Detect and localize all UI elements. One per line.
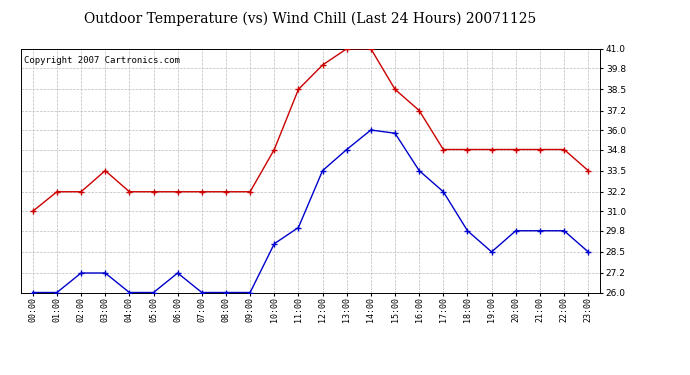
Text: Outdoor Temperature (vs) Wind Chill (Last 24 Hours) 20071125: Outdoor Temperature (vs) Wind Chill (Las… xyxy=(84,11,537,26)
Text: Copyright 2007 Cartronics.com: Copyright 2007 Cartronics.com xyxy=(23,56,179,65)
